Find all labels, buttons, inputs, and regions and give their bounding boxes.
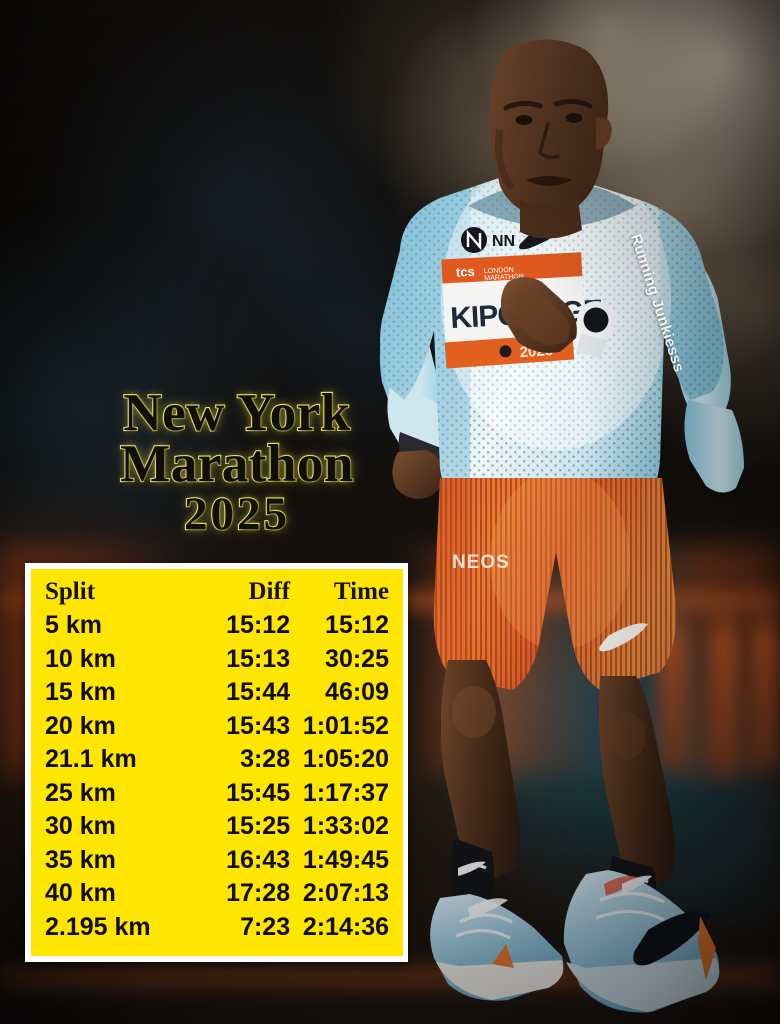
cell-split: 30 km (45, 812, 116, 840)
cell-time: 46:09 (325, 678, 389, 706)
cell-time: 1:01:52 (302, 711, 389, 740)
cell-diff: 15:25 (226, 812, 291, 840)
cell-time: 15:12 (325, 611, 389, 639)
table-row: 40 km 17:28 2:07:13 (45, 877, 389, 911)
table-row: 20 km 15:43 1:01:52 (45, 710, 389, 744)
cell-split: 5 km (45, 611, 102, 639)
table-row: 25 km 15:45 1:17:37 (45, 777, 389, 811)
svg-text:NEOS: NEOS (452, 552, 510, 573)
cell-diff: 15:43 (226, 711, 291, 740)
splits-table-body: 5 km 15:12 15:12 10 km 15:13 30:25 15 km 15:44 4… (45, 609, 389, 944)
cell-time: 1:17:37 (302, 778, 389, 807)
column-header-diff: Diff (248, 578, 291, 605)
title-line-1: New York (122, 384, 351, 442)
column-header-split: Split (45, 578, 96, 605)
table-row: 10 km 15:13 30:25 (45, 643, 389, 677)
cell-split: 40 km (45, 879, 116, 907)
table-row: 15 km 15:44 46:09 (45, 676, 389, 710)
svg-text:tcs: tcs (456, 264, 476, 280)
cell-time: 30:25 (325, 644, 389, 673)
splits-table: Split Diff Time 5 km 15:12 15:12 10 km 15:13… (45, 578, 389, 944)
cell-split: 20 km (45, 711, 116, 740)
table-header-row: Split Diff Time (45, 578, 389, 609)
cell-split: 10 km (45, 644, 116, 673)
splits-table-head: Split Diff Time (45, 578, 389, 609)
cell-split: 25 km (45, 778, 116, 807)
cell-diff: 17:28 (226, 879, 291, 907)
cell-diff: 15:45 (226, 778, 291, 807)
cell-time: 1:33:02 (302, 812, 389, 840)
cell-time: 2:14:36 (302, 912, 389, 941)
svg-text:NN: NN (492, 233, 515, 250)
cell-diff: 3:28 (240, 745, 291, 773)
cell-split: 2.195 km (45, 912, 151, 941)
cell-diff: 15:13 (226, 644, 291, 673)
cell-time: 1:49:45 (302, 845, 389, 874)
cell-time: 1:05:20 (302, 745, 389, 773)
cell-diff: 16:43 (226, 845, 291, 874)
title-line-3: 2025 (183, 488, 290, 541)
page-title: New York Marathon 2025 (72, 384, 402, 541)
table-row: 30 km 15:25 1:33:02 (45, 810, 389, 844)
table-row: 21.1 km 3:28 1:05:20 (45, 743, 389, 777)
table-row: 5 km 15:12 15:12 (45, 609, 389, 643)
cell-diff: 15:44 (226, 678, 291, 706)
table-row: 2.195 km 7:23 2:14:36 (45, 911, 389, 945)
table-row: 35 km 16:43 1:49:45 (45, 844, 389, 878)
cell-split: 15 km (45, 678, 116, 706)
cell-diff: 15:12 (226, 611, 291, 639)
splits-panel-inner: Split Diff Time 5 km 15:12 15:12 10 km 15:13… (31, 569, 403, 956)
title-line-2: Marathon (119, 435, 354, 494)
cell-diff: 7:23 (240, 912, 291, 941)
column-header-time: Time (333, 578, 389, 605)
splits-panel: Split Diff Time 5 km 15:12 15:12 10 km 15:13… (25, 563, 408, 962)
cell-split: 21.1 km (45, 745, 137, 773)
cell-split: 35 km (45, 845, 116, 874)
cell-time: 2:07:13 (302, 879, 389, 907)
